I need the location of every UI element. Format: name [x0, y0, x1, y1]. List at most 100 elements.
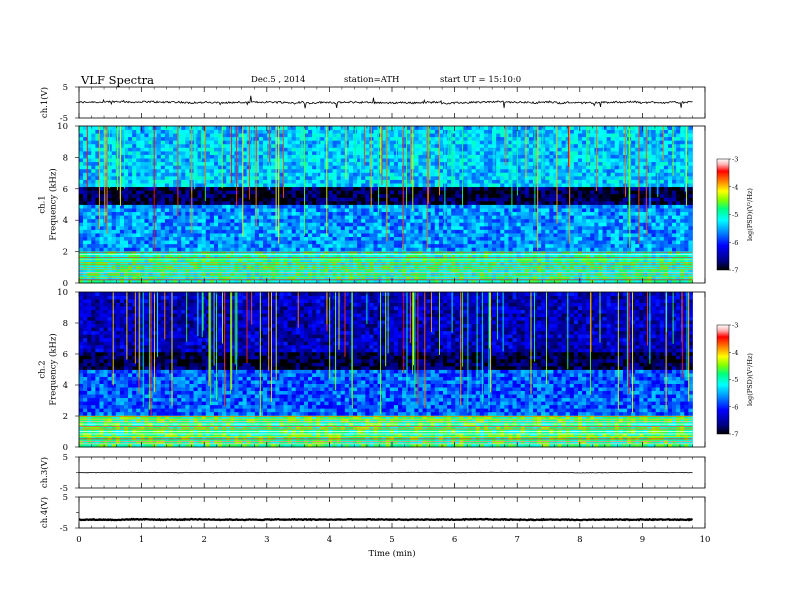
spectrogram-cell	[414, 204, 419, 209]
spectrogram-cell	[398, 183, 403, 188]
spectrogram-cell	[467, 183, 473, 188]
spectrogram-cell	[144, 218, 149, 223]
spectrogram-cell	[398, 154, 403, 159]
spectrogram-cell	[291, 140, 297, 145]
spectrogram-cell	[181, 175, 186, 180]
spectrogram-cell	[115, 268, 121, 273]
spectrogram-cell	[479, 186, 485, 191]
spectrogram-cell	[381, 154, 387, 159]
spectrogram-cell	[393, 215, 399, 220]
spectrogram-cell	[222, 129, 227, 134]
spectrogram-cell	[111, 193, 117, 198]
spectrogram-cell	[132, 140, 137, 145]
spectrogram-cell	[451, 254, 456, 259]
spectrogram-cell	[275, 236, 280, 241]
spectrogram-cell	[295, 261, 301, 266]
spectrogram-cell	[430, 183, 436, 188]
spectrogram-cell	[340, 126, 346, 130]
spectrogram-cell	[209, 150, 215, 155]
spectrogram-cell	[414, 165, 419, 170]
spectrogram-cell	[303, 243, 309, 248]
spectrogram-cell	[128, 275, 133, 280]
spectrogram-cell	[144, 233, 149, 238]
spectrogram-cell	[226, 243, 231, 248]
spectrogram-cell	[467, 215, 473, 220]
spectrogram-cell	[528, 211, 534, 216]
spectrogram-cell	[344, 133, 350, 138]
spectrogram-cell	[148, 147, 154, 152]
spectrogram-cell	[312, 236, 317, 241]
spectrogram-cell	[451, 136, 456, 141]
spectrogram-cell	[385, 240, 391, 245]
spectrogram-cell	[95, 190, 100, 195]
spectrogram-cell	[467, 154, 473, 159]
spectrogram-cell	[181, 208, 186, 213]
spectrogram-cell	[156, 190, 162, 195]
spectrogram-cell	[487, 147, 493, 152]
spectrogram-cell	[103, 186, 109, 191]
spectrogram-cell	[87, 133, 92, 138]
spectrogram-cell	[173, 197, 178, 202]
spectrogram-cell	[500, 197, 505, 202]
spectrogram-cell	[389, 236, 395, 241]
spectrogram-cell	[312, 243, 317, 248]
spectrogram-cell	[348, 158, 354, 163]
spectrogram-cell	[459, 168, 464, 173]
spectrogram-cell	[152, 133, 158, 138]
spectrogram-cell	[451, 183, 456, 188]
spectrogram-cell	[463, 225, 468, 230]
spectrogram-cell	[91, 136, 96, 141]
spectrogram-cell	[324, 268, 329, 273]
spectrogram-cell	[181, 186, 186, 191]
spectrogram-cell	[201, 150, 207, 155]
spectrogram-cell	[218, 197, 223, 202]
spectrogram-cell	[119, 240, 125, 245]
spectrogram-cell	[238, 161, 243, 166]
spectrogram-cell	[361, 126, 366, 130]
spectrogram-cell	[377, 129, 383, 134]
spectrogram-cell	[164, 172, 170, 177]
spectrogram-cell	[353, 186, 358, 191]
spectrogram-cell	[475, 186, 481, 191]
spectrogram-cell	[201, 250, 207, 255]
spectrogram-cell	[230, 250, 235, 255]
spectrogram-cell	[123, 133, 129, 138]
spectrogram-cell	[115, 233, 121, 238]
spectrogram-cell	[95, 168, 100, 173]
spectrogram-cell	[209, 197, 215, 202]
spectrogram-cell	[524, 136, 530, 141]
spectrogram-cell	[95, 172, 100, 177]
spectrogram-cell	[95, 250, 100, 255]
spectrogram-cell	[312, 200, 317, 205]
spectrogram-cell	[340, 161, 346, 166]
spectrogram-cell	[279, 247, 284, 252]
spectrogram-cell	[295, 211, 301, 216]
spectrogram-cell	[340, 236, 346, 241]
spectrogram-cell	[156, 161, 162, 166]
spectrogram-cell	[111, 183, 117, 188]
spectrogram-cell	[463, 261, 468, 266]
spectrogram-cell	[189, 233, 194, 238]
spectrogram-cell	[520, 208, 526, 213]
spectrogram-cell	[504, 150, 509, 155]
spectrogram-cell	[136, 197, 141, 202]
spectrogram-cell	[520, 225, 526, 230]
spectrogram-cell	[152, 250, 158, 255]
spectrogram-cell	[91, 190, 96, 195]
spectrogram-cell	[369, 243, 374, 248]
spectrogram-cell	[332, 247, 338, 252]
spectrogram-cell	[492, 183, 497, 188]
spectrogram-cell	[193, 236, 199, 241]
spectrogram-cell	[275, 211, 280, 216]
spectrogram-cell	[197, 193, 203, 198]
spectrogram-cell	[402, 129, 407, 134]
spectrogram-cell	[365, 186, 370, 191]
spectrogram-cell	[303, 215, 309, 220]
spectrogram-cell	[287, 193, 293, 198]
spectrogram-cell	[528, 190, 534, 195]
spectrogram-cell	[287, 261, 293, 266]
spectrogram-cell	[361, 154, 366, 159]
spectrogram-cell	[451, 147, 456, 152]
spectrogram-cell	[263, 250, 268, 255]
spectrogram-cell	[373, 275, 378, 280]
